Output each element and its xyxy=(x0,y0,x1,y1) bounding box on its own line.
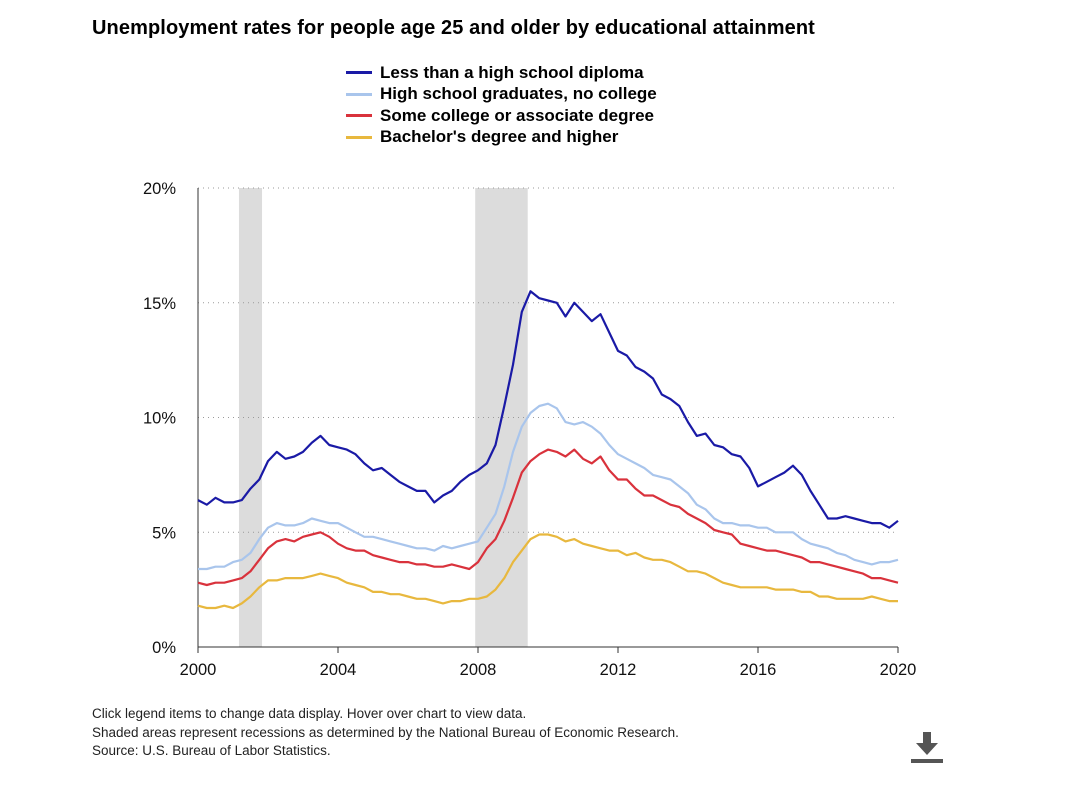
chart-notes: Click legend items to change data displa… xyxy=(92,705,679,761)
y-tick-label: 15% xyxy=(143,295,176,313)
legend-swatch xyxy=(346,114,372,118)
download-button[interactable] xyxy=(909,729,945,765)
download-icon xyxy=(911,732,943,763)
series-bachelors[interactable] xyxy=(197,533,898,610)
legend-swatch xyxy=(346,71,372,75)
gridlines xyxy=(198,187,898,533)
series-some-college[interactable] xyxy=(197,448,899,587)
recession-band xyxy=(238,188,263,647)
legend-item-bachelors[interactable]: Bachelor's degree and higher xyxy=(346,127,657,149)
x-tick-label: 2004 xyxy=(320,661,357,679)
legend-item-high-school-graduates[interactable]: High school graduates, no college xyxy=(346,84,657,106)
y-tick-label: 0% xyxy=(152,639,176,657)
y-tick-label: 10% xyxy=(143,410,176,428)
note-recessions: Shaded areas represent recessions as det… xyxy=(92,724,679,740)
legend-label: Bachelor's degree and higher xyxy=(380,127,619,147)
legend-item-some-college[interactable]: Some college or associate degree xyxy=(346,105,657,127)
x-tick-label: 2008 xyxy=(460,661,497,679)
x-tick-label: 2000 xyxy=(180,661,217,679)
legend-swatch xyxy=(346,135,372,139)
y-tick-label: 20% xyxy=(143,180,176,198)
x-tick-label: 2016 xyxy=(740,661,777,679)
chart-title: Unemployment rates for people age 25 and… xyxy=(92,17,815,39)
legend-label: Some college or associate degree xyxy=(380,105,655,125)
legend: Less than a high school diploma High sch… xyxy=(346,62,657,148)
legend-label: Less than a high school diploma xyxy=(380,62,644,82)
series-lines xyxy=(197,290,899,610)
series-less-than-high-school[interactable] xyxy=(197,290,899,529)
series-high-school-graduates[interactable] xyxy=(198,402,899,571)
line-chart[interactable]: 0% 5% 10% 15% 20% 2000 2004 2008 2012 2016 2020 xyxy=(0,0,1080,700)
x-tick-label: 2020 xyxy=(880,661,917,679)
legend-swatch xyxy=(346,92,372,96)
legend-label: High school graduates, no college xyxy=(380,84,657,104)
axes: 0% 5% 10% 15% 20% 2000 2004 2008 2012 2016 2020 xyxy=(143,180,916,679)
legend-item-less-than-high-school[interactable]: Less than a high school diploma xyxy=(346,62,657,84)
note-instructions: Click legend items to change data displa… xyxy=(92,706,527,721)
note-source: Source: U.S. Bureau of Labor Statistics. xyxy=(92,743,331,758)
y-tick-label: 5% xyxy=(152,524,176,542)
x-tick-label: 2012 xyxy=(600,661,637,679)
